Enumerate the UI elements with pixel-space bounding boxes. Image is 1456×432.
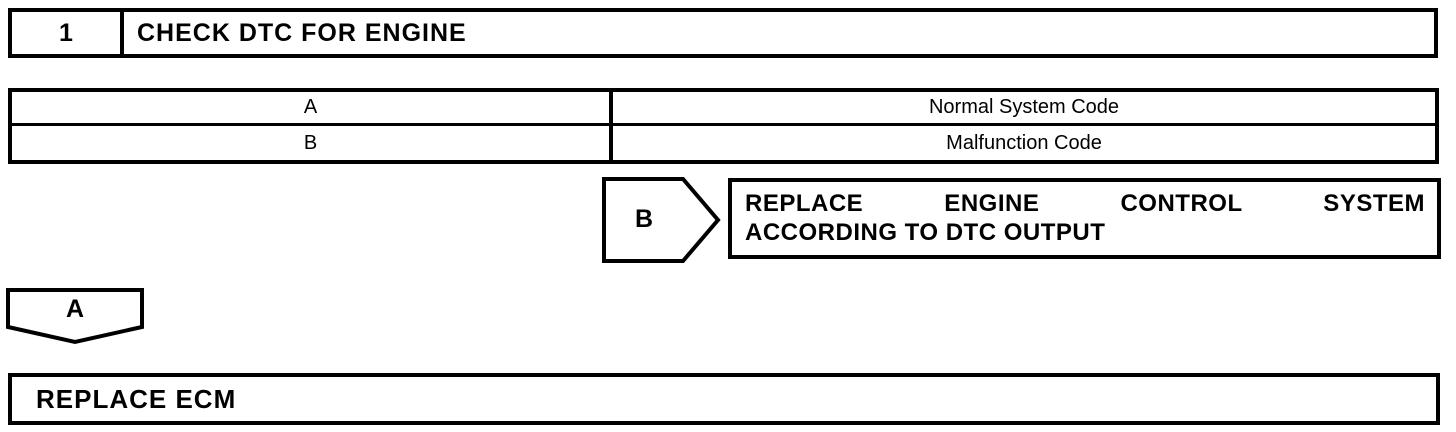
action-b-line2: ACCORDING TO DTC OUTPUT (745, 219, 1106, 246)
result-meaning-b: Malfunction Code (946, 131, 1102, 154)
step-number: 1 (12, 12, 124, 54)
action-b-line1: REPLACE ENGINE CONTROL SYSTEM (745, 190, 1425, 217)
step-title: CHECK DTC FOR ENGINE (137, 18, 467, 47)
result-code-b: B (12, 126, 613, 160)
action-box-a: REPLACE ECM (8, 373, 1440, 425)
step-header: 1 CHECK DTC FOR ENGINE (8, 8, 1438, 58)
result-row-a: A Normal System Code (12, 92, 1435, 126)
result-meaning-a: Normal System Code (928, 96, 1120, 118)
action-box-b: REPLACE ENGINE CONTROL SYSTEM ACCORDING … (728, 178, 1441, 259)
branch-b-pointer-icon (602, 177, 721, 263)
branch-a-label: A (65, 294, 85, 323)
result-table: A Normal System Code B Malfunction Code (8, 88, 1439, 164)
branch-b-label: B (634, 204, 654, 233)
result-code-a: A (12, 92, 613, 123)
result-row-b: B Malfunction Code (12, 126, 1435, 160)
branch-a-pointer-icon (6, 288, 144, 345)
